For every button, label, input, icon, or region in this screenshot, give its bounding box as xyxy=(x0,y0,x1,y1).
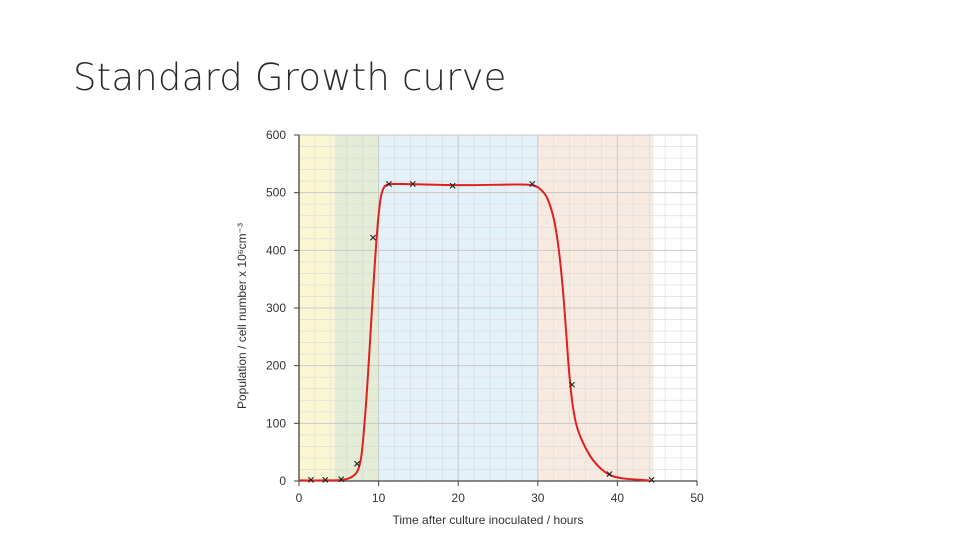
x-tick-label: 0 xyxy=(296,491,303,505)
data-point-marker xyxy=(529,181,536,188)
slide-title: Standard Growth curve xyxy=(73,56,507,99)
data-point-marker xyxy=(606,471,613,478)
data-point-marker xyxy=(449,182,456,189)
data-points xyxy=(307,181,655,483)
grid-lines xyxy=(298,134,698,482)
data-point-marker xyxy=(322,476,329,483)
growth-curve-line xyxy=(298,182,650,482)
data-point-marker xyxy=(409,181,416,188)
y-tick-label: 100 xyxy=(266,416,286,430)
x-tick-label: 40 xyxy=(611,491,625,505)
x-tick-label: 30 xyxy=(531,491,545,505)
y-tick-label: 600 xyxy=(266,128,286,142)
x-tick-label: 10 xyxy=(372,491,386,505)
data-point-marker xyxy=(307,476,314,483)
y-tick-label: 200 xyxy=(266,359,286,373)
data-point-marker xyxy=(385,181,392,188)
x-tick-label: 20 xyxy=(452,491,466,505)
y-tick-label: 400 xyxy=(266,243,286,257)
data-point-marker xyxy=(648,476,655,483)
y-tick-label: 500 xyxy=(266,186,286,200)
x-tick-label: 50 xyxy=(690,491,704,505)
axes xyxy=(294,134,698,486)
y-tick-label: 0 xyxy=(279,474,286,488)
data-point-marker xyxy=(338,476,345,483)
growth-curve xyxy=(298,182,650,482)
data-point-marker xyxy=(354,460,361,467)
y-axis-label: Population / cell number x 10⁶cm⁻³ xyxy=(235,223,249,409)
y-tick-label: 300 xyxy=(266,301,286,315)
x-axis-label: Time after culture inoculated / hours xyxy=(393,513,584,527)
data-point-marker xyxy=(370,234,377,241)
data-point-marker xyxy=(569,381,576,388)
